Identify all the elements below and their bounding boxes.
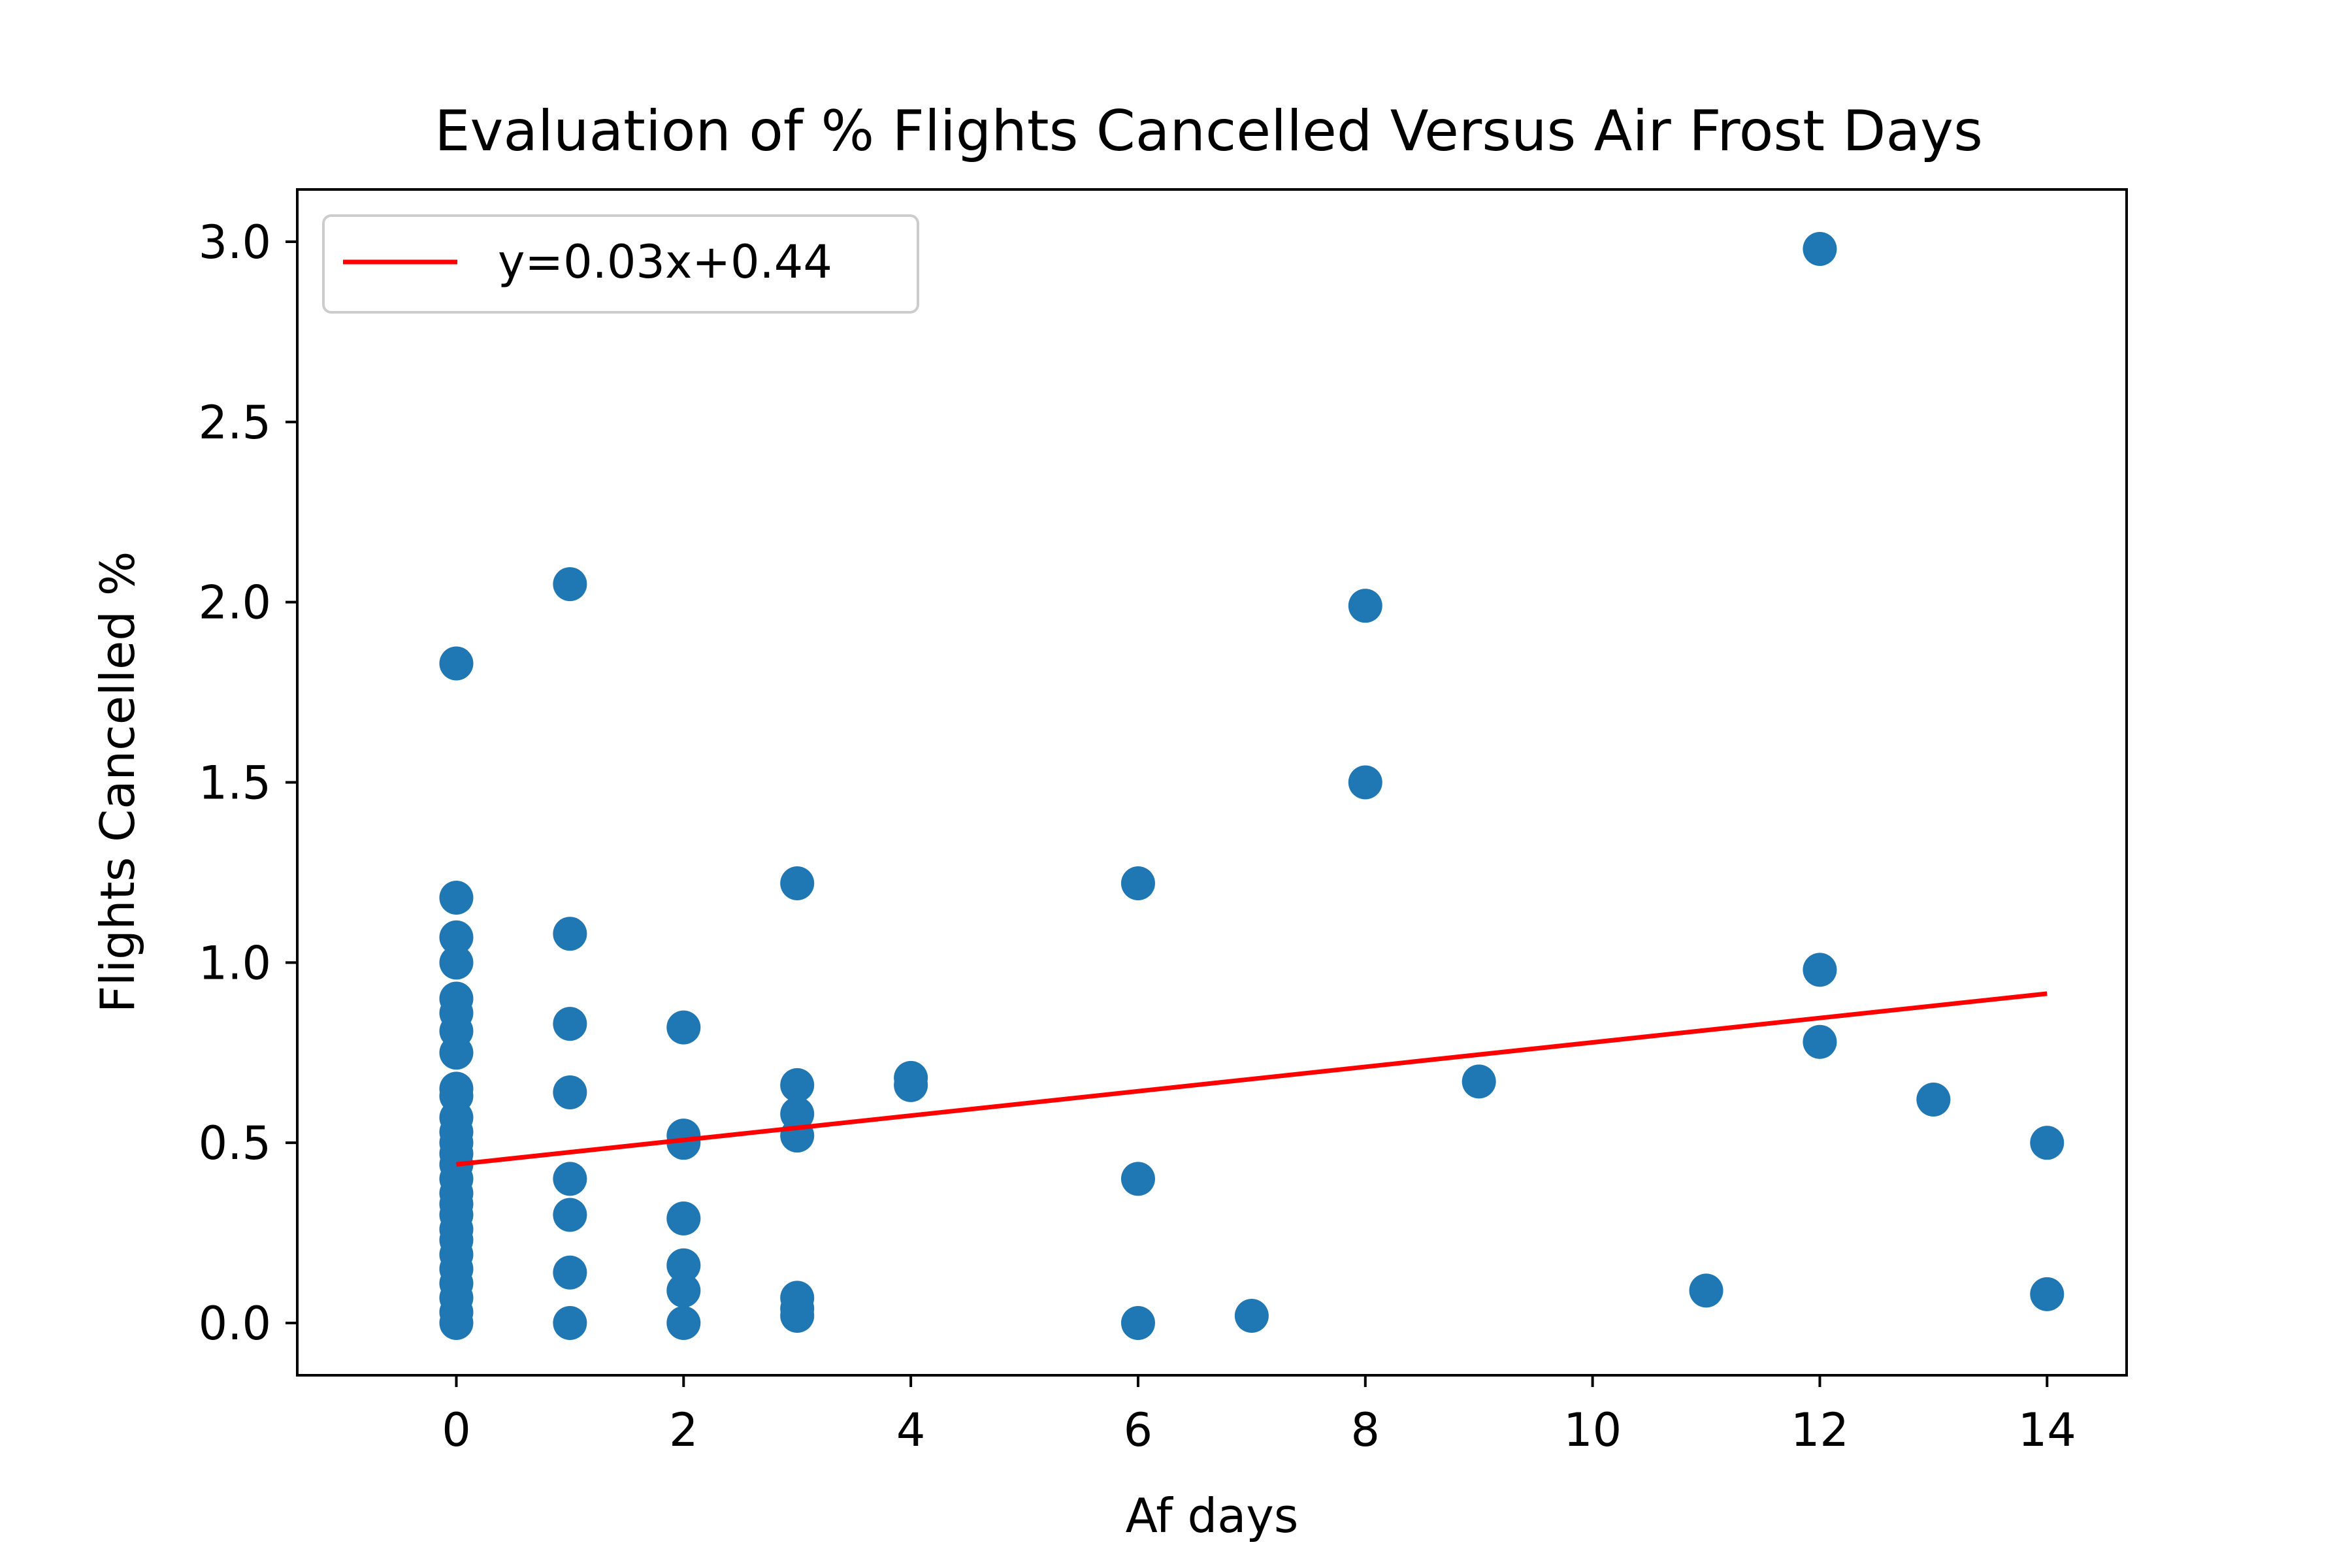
- scatter-point: [439, 945, 474, 980]
- scatter-point: [1120, 866, 1155, 900]
- scatter-point: [2030, 1277, 2065, 1311]
- x-tick-label: 0: [442, 1403, 471, 1457]
- y-tick-label: 2.5: [199, 396, 271, 449]
- scatter-point: [553, 1075, 587, 1109]
- scatter-point: [894, 1068, 928, 1102]
- scatter-point: [2030, 1126, 2065, 1160]
- scatter-point: [1348, 589, 1382, 623]
- scatter-point: [553, 1162, 587, 1196]
- legend: y=0.03x+0.44: [322, 214, 919, 314]
- x-tick-label: 14: [2018, 1403, 2076, 1457]
- scatter-point: [553, 1255, 587, 1290]
- scatter-point: [553, 567, 587, 602]
- x-tick-label: 8: [1351, 1403, 1380, 1457]
- scatter-point: [780, 1119, 815, 1153]
- scatter-point: [439, 920, 474, 955]
- x-tick-label: 12: [1791, 1403, 1849, 1457]
- y-tick-label: 1.0: [199, 936, 271, 990]
- scatter-point: [439, 1306, 474, 1341]
- legend-entry-fit-line: y=0.03x+0.44: [498, 235, 832, 289]
- scatter-point: [1916, 1082, 1951, 1117]
- x-axis-label: Af days: [1126, 1488, 1299, 1543]
- y-tick-label: 1.5: [199, 757, 271, 810]
- y-tick-label: 0.5: [199, 1117, 271, 1170]
- scatter-point: [1348, 765, 1382, 800]
- scatter-point: [780, 866, 815, 900]
- scatter-point: [553, 917, 587, 951]
- y-tick-label: 0.0: [199, 1297, 271, 1350]
- scatter-point: [439, 646, 474, 681]
- scatter-point: [666, 1201, 701, 1236]
- scatter-point: [1803, 232, 1837, 267]
- scatter-point: [553, 1007, 587, 1041]
- plot-area: [439, 232, 2065, 1341]
- scatter-point: [1803, 1024, 1837, 1059]
- x-axis-ticks: 0 2 4 6 8 10 12 14: [442, 1375, 2076, 1457]
- y-tick-label: 3.0: [199, 216, 271, 269]
- scatter-point: [666, 1306, 701, 1341]
- scatter-point: [439, 881, 474, 915]
- scatter-point: [1120, 1162, 1155, 1196]
- scatter-point: [553, 1306, 587, 1341]
- scatter-point: [1234, 1298, 1269, 1333]
- scatter-point: [1120, 1306, 1155, 1341]
- scatter-point: [666, 1010, 701, 1045]
- scatter-point: [1689, 1273, 1723, 1308]
- scatter-point: [666, 1248, 701, 1282]
- x-tick-label: 2: [669, 1403, 698, 1457]
- regression-line: [456, 991, 2048, 1167]
- x-tick-label: 4: [896, 1403, 926, 1457]
- scatter-point: [780, 1298, 815, 1333]
- y-axis-label: Flights Cancelled %: [90, 551, 145, 1013]
- scatter-point: [1462, 1064, 1496, 1099]
- legend-box: [322, 214, 919, 314]
- chart-title: Evaluation of % Flights Cancelled Versus…: [434, 99, 1983, 164]
- y-tick-label: 2.0: [199, 576, 271, 630]
- scatter-point: [666, 1126, 701, 1160]
- x-tick-label: 10: [1563, 1403, 1622, 1457]
- scatter-point: [553, 1198, 587, 1232]
- scatter-point: [1803, 953, 1837, 987]
- scatter-point: [666, 1273, 701, 1308]
- scatter-point: [439, 1036, 474, 1070]
- axes-frame: [296, 188, 2128, 1377]
- y-axis-ticks: 0.0 0.5 1.0 1.5 2.0 2.5 3.0: [199, 216, 297, 1350]
- scatter-point: [780, 1068, 815, 1102]
- x-tick-label: 6: [1124, 1403, 1153, 1457]
